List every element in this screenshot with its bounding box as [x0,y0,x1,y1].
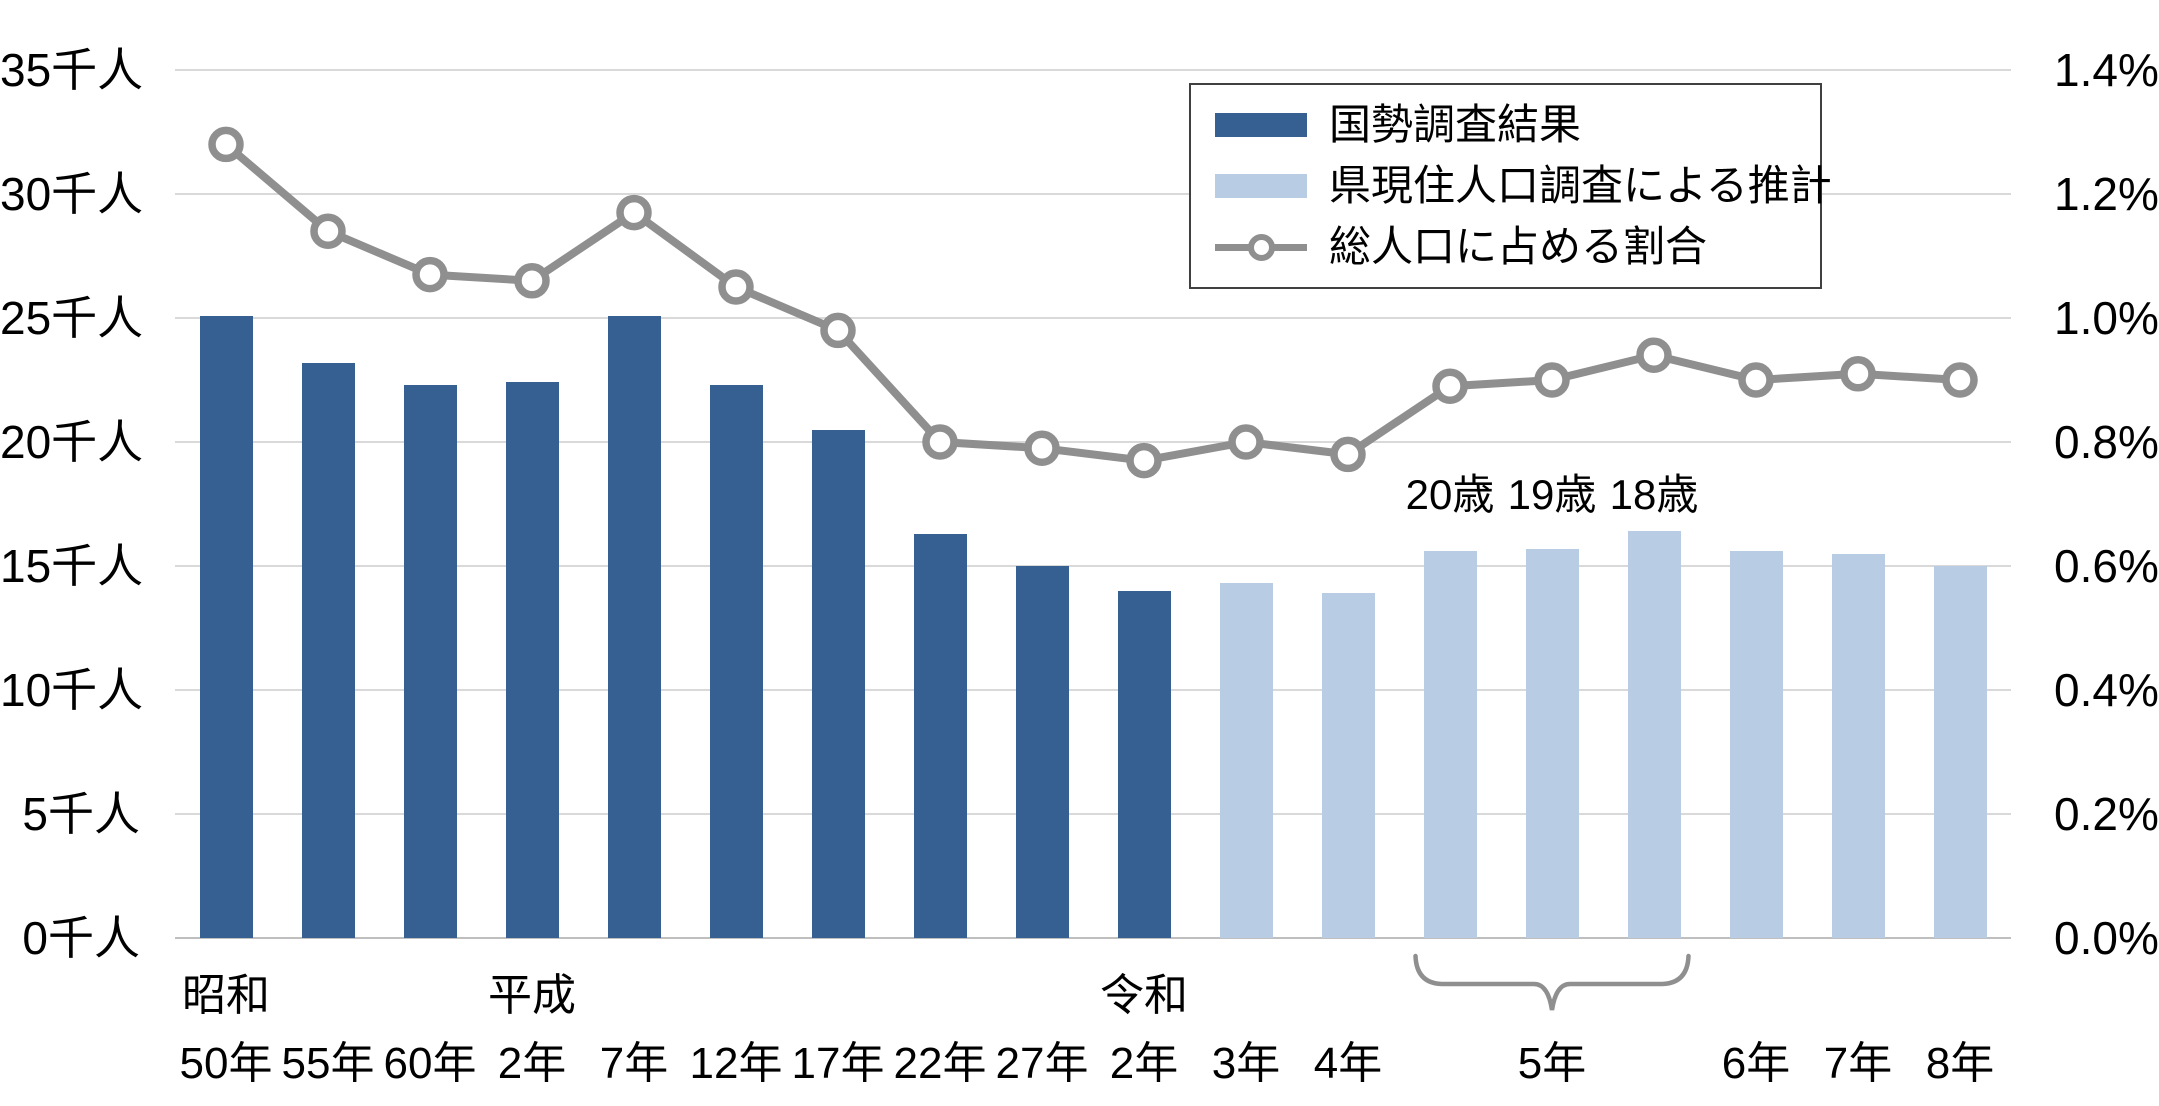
year-label-slot13: 5年 [1517,1039,1587,1088]
gridline [175,69,2011,71]
bar-17年 [811,429,865,938]
year-label-slot11: 4年 [1313,1039,1383,1088]
legend-item-ratio: 総人口に占める割合 [1215,222,1810,272]
bar-8年 [1933,566,1987,938]
age-label-18歳: 18歳 [1609,471,1699,518]
year-label-slot17: 8年 [1925,1039,1995,1088]
era-label-昭和: 昭和 [182,971,270,1020]
brace-path [1413,953,1691,1011]
right-tick-label: 0.4% [2054,664,2159,716]
right-tick-label: 0.2% [2054,788,2159,840]
right-tick-label: 0.6% [2054,540,2159,592]
year-label-slot4: 7年 [599,1039,669,1088]
marker-5年(18歳) [1636,337,1672,373]
year-label-slot16: 7年 [1823,1039,1893,1088]
left-tick-label: 5千人 [22,788,140,840]
year-label-slot3: 2年 [497,1039,567,1088]
right-tick-label: 0.0% [2054,912,2159,964]
marker-8年 [1942,362,1978,398]
legend-label-estimate: 県現住人口調査による推計 [1329,162,1832,209]
right-tick-label: 1.2% [2054,168,2159,220]
left-tick-label: 10千人 [0,664,144,716]
year-label-slot15: 6年 [1721,1039,1791,1088]
year-label-slot0: 50年 [179,1039,273,1088]
legend: 国勢調査結果 県現住人口調査による推計 総人口に占める割合 [1189,83,1832,289]
bar-60年 [403,384,457,938]
age-label-19歳: 19歳 [1507,471,1597,518]
bar-7年 [1831,553,1885,938]
left-tick-label: 30千人 [0,168,144,220]
legend-item-census: 国勢調査結果 [1215,100,1810,150]
marker-17年 [820,312,856,349]
marker-令和2年 [1126,442,1162,479]
census-bar-swatch-icon [1215,113,1307,137]
marker-12年 [718,269,754,305]
right-tick-label: 1.0% [2054,292,2159,344]
bar-6年 [1729,551,1783,938]
legend-item-estimate: 県現住人口調査による推計 [1215,161,1832,211]
left-tick-label: 15千人 [0,540,144,592]
marker-昭和50年 [208,126,244,163]
bar-5年(18歳) [1627,531,1681,938]
ratio-line-swatch-icon [1215,232,1307,262]
marker-4年 [1330,436,1366,473]
era-label-平成: 平成 [488,971,576,1020]
bar-22年 [913,533,967,938]
marker-55年 [310,213,346,249]
gridline [175,565,2011,567]
bar-昭和50年 [199,315,253,938]
left-tick-label: 20千人 [0,416,144,468]
bar-12年 [709,384,763,938]
gridline [175,317,2011,319]
year-label-slot10: 3年 [1211,1039,1281,1088]
marker-平成2年 [514,263,550,299]
left-tick-label: 0千人 [22,912,140,964]
marker-6年 [1738,362,1774,398]
left-tick-label: 35千人 [0,44,144,96]
year-label-slot2: 60年 [383,1039,477,1088]
era-label-令和: 令和 [1100,971,1188,1020]
legend-label-ratio: 総人口に占める割合 [1329,223,1708,270]
year-label-slot7: 22年 [893,1039,987,1088]
year-label-slot1: 55年 [281,1039,375,1088]
marker-7年 [616,194,652,231]
bar-4年 [1321,593,1375,938]
bar-令和2年 [1117,590,1171,938]
right-tick-label: 0.8% [2054,416,2159,468]
gridline [175,813,2011,815]
marker-5年(20歳) [1432,368,1468,404]
left-tick-label: 25千人 [0,292,144,344]
circle-marker-icon [1248,234,1275,261]
age-label-20歳: 20歳 [1405,471,1495,518]
year-label-slot8: 27年 [995,1039,1089,1088]
year-label-slot9: 2年 [1109,1039,1179,1088]
bar-5年(20歳) [1423,551,1477,938]
marker-5年(19歳) [1534,362,1570,398]
right-tick-label: 1.4% [2054,44,2159,96]
bar-27年 [1015,566,1069,938]
bar-5年(19歳) [1525,548,1579,938]
year-label-slot6: 17年 [791,1039,885,1088]
bar-平成2年 [505,382,559,938]
marker-7年 [1840,356,1876,392]
gridline [175,689,2011,691]
year-label-slot5: 12年 [689,1039,783,1088]
bar-7年 [607,315,661,938]
estimate-bar-swatch-icon [1215,174,1307,198]
bar-3年 [1219,583,1273,938]
marker-27年 [1024,430,1060,466]
bar-55年 [301,362,355,938]
legend-label-census: 国勢調査結果 [1329,101,1582,148]
gridline [175,937,2011,939]
marker-60年 [412,256,448,293]
